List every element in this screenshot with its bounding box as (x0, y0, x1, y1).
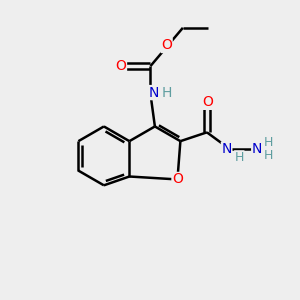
Text: N: N (221, 142, 232, 156)
Text: O: O (116, 59, 127, 73)
Text: N: N (148, 85, 159, 100)
Text: N: N (252, 142, 262, 155)
Text: O: O (172, 172, 183, 186)
Text: O: O (161, 38, 172, 52)
Text: H: H (264, 136, 273, 149)
Text: O: O (202, 95, 213, 109)
Text: H: H (235, 151, 244, 164)
Text: H: H (264, 149, 273, 162)
Text: H: H (161, 85, 172, 100)
